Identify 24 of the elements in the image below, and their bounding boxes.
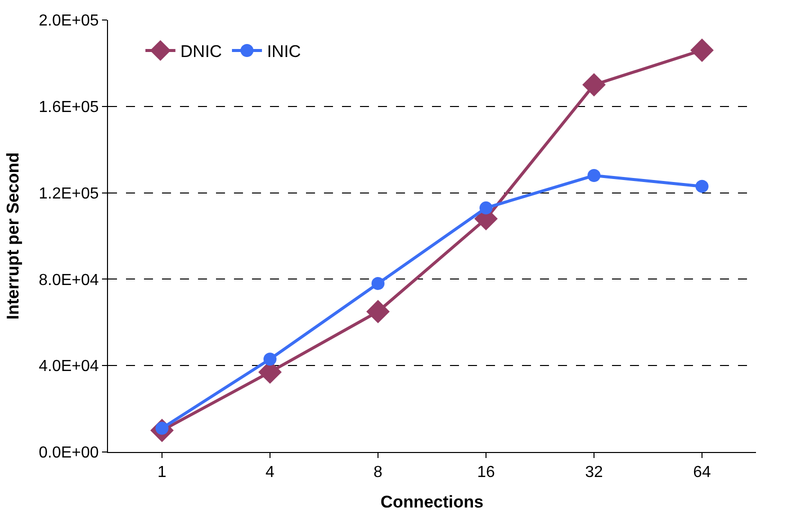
x-tick-label: 8	[374, 464, 383, 482]
point	[372, 277, 384, 290]
y-tick-label: 2.0E+05	[38, 12, 99, 30]
y-tick-label: 1.2E+05	[38, 185, 99, 202]
point	[264, 352, 276, 366]
legend-label: INIC	[266, 42, 301, 62]
y-tick-label: 8.0E+04	[38, 272, 99, 289]
point	[690, 38, 714, 62]
point	[480, 201, 492, 214]
x-tick-label: 1	[158, 464, 167, 482]
x-tick-label: 32	[585, 464, 603, 482]
legend-label: DNIC	[180, 42, 222, 62]
point	[582, 73, 606, 96]
y-axis-title: Interrupt per Second	[3, 152, 22, 320]
point	[588, 169, 600, 182]
y-tick-label: 4.0E+04	[38, 358, 99, 376]
y-tick-label: 0.0E+00	[38, 444, 99, 462]
point	[696, 180, 708, 193]
x-tick-label: 16	[477, 464, 495, 482]
x-axis-title: Connections	[380, 492, 484, 512]
y-tick-label: 1.6E+05	[38, 99, 99, 116]
x-tick-label: 4	[266, 464, 275, 482]
point	[366, 300, 390, 324]
x-tick-label: 64	[693, 464, 711, 482]
